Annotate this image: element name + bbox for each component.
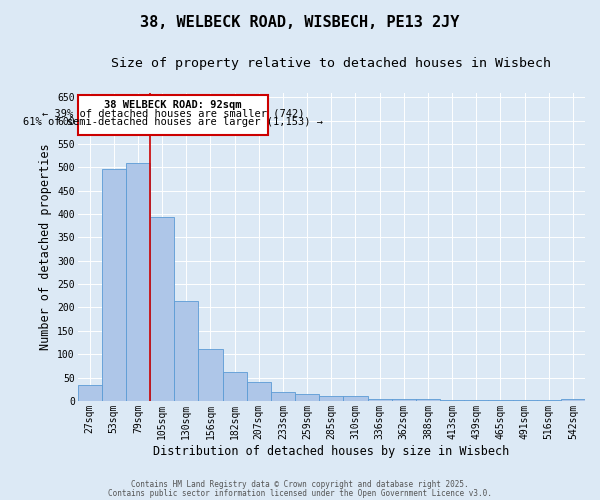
Bar (464, 400, 488, 401)
Bar (392, 398, 416, 401)
Text: Contains HM Land Registry data © Crown copyright and database right 2025.: Contains HM Land Registry data © Crown c… (131, 480, 469, 489)
Text: 61% of semi-detached houses are larger (1,153) →: 61% of semi-detached houses are larger (… (23, 118, 323, 128)
Bar (295, 394, 319, 401)
Bar (440, 400, 464, 401)
Y-axis label: Number of detached properties: Number of detached properties (38, 144, 52, 350)
X-axis label: Distribution of detached houses by size in Wisbech: Distribution of detached houses by size … (153, 444, 509, 458)
Bar (199, 348, 223, 401)
Bar (271, 392, 295, 401)
Text: Contains public sector information licensed under the Open Government Licence v3: Contains public sector information licen… (108, 488, 492, 498)
Text: ← 39% of detached houses are smaller (742): ← 39% of detached houses are smaller (74… (42, 108, 304, 118)
Bar (223, 372, 247, 401)
Bar (416, 399, 440, 401)
Bar (319, 396, 343, 401)
Text: 38, WELBECK ROAD, WISBECH, PE13 2JY: 38, WELBECK ROAD, WISBECH, PE13 2JY (140, 15, 460, 30)
Text: 38 WELBECK ROAD: 92sqm: 38 WELBECK ROAD: 92sqm (104, 100, 242, 110)
Bar (77, 384, 102, 401)
Bar (174, 302, 199, 401)
Bar (247, 382, 271, 401)
Bar (368, 398, 392, 401)
Bar (102, 168, 126, 401)
Bar (126, 163, 150, 401)
Title: Size of property relative to detached houses in Wisbech: Size of property relative to detached ho… (111, 58, 551, 70)
Bar (343, 396, 368, 401)
Bar (150, 218, 174, 401)
FancyBboxPatch shape (77, 95, 268, 134)
Bar (561, 398, 585, 401)
